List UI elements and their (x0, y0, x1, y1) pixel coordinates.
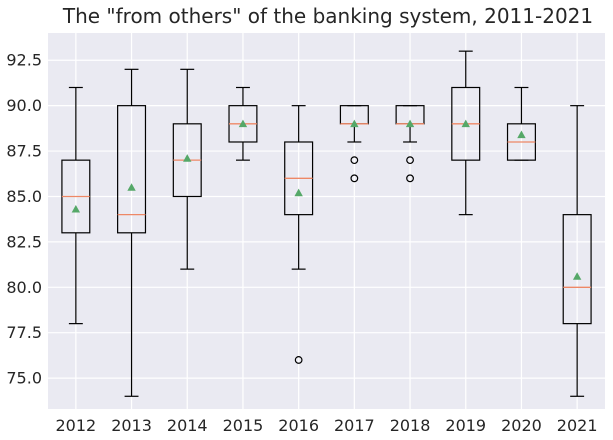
box-group-2016 (284, 105, 314, 364)
y-tick-label: 75.0 (6, 369, 42, 388)
y-tick-label: 87.5 (6, 142, 42, 161)
x-axis-ticks: 2012 2013 2014 2015 2016 2017 2018 2019 2020 2021 (55, 416, 597, 435)
y-tick-label: 85.0 (6, 187, 42, 206)
boxes-layer (61, 50, 592, 397)
mean-marker (517, 130, 526, 139)
box-group-2014 (172, 68, 202, 270)
box-group-2012 (61, 86, 91, 325)
y-tick-label: 90.0 (6, 96, 42, 115)
outlier-point (294, 356, 303, 364)
chart-title: The "from others" of the banking system,… (62, 4, 593, 28)
mean-marker (294, 188, 303, 197)
x-tick-label: 2012 (55, 416, 96, 435)
mean-marker (350, 119, 359, 128)
x-tick-label: 2014 (167, 416, 208, 435)
box-group-2020 (506, 86, 536, 161)
x-tick-label: 2021 (557, 416, 598, 435)
y-axis-ticks: 75.0 77.5 80.0 82.5 85.0 87.5 90.0 92.5 (6, 51, 42, 388)
iqr-box (562, 214, 592, 325)
x-tick-label: 2013 (111, 416, 152, 435)
box-group-2019 (451, 50, 481, 216)
box-group-2015 (228, 86, 258, 161)
outlier-point (350, 156, 359, 165)
x-tick-label: 2019 (445, 416, 486, 435)
plot-area (48, 33, 605, 409)
y-tick-label: 80.0 (6, 278, 42, 297)
mean-marker (183, 154, 192, 162)
y-tick-label: 77.5 (6, 323, 42, 342)
box-group-2017 (339, 105, 369, 183)
mean-marker (238, 119, 248, 128)
box-group-2013 (117, 68, 147, 397)
box-group-2018 (395, 105, 425, 183)
x-tick-label: 2016 (278, 416, 319, 435)
x-tick-label: 2018 (390, 416, 431, 435)
outlier-point (406, 156, 414, 165)
y-tick-label: 92.5 (6, 51, 42, 70)
mean-marker (405, 119, 415, 128)
x-tick-label: 2020 (501, 416, 542, 435)
iqr-box (117, 105, 147, 234)
outlier-point (406, 174, 414, 183)
mean-marker (127, 183, 136, 191)
outlier-point (350, 174, 359, 183)
x-tick-label: 2017 (334, 416, 375, 435)
x-tick-label: 2015 (223, 416, 264, 435)
y-tick-label: 82.5 (6, 232, 42, 251)
mean-marker (572, 272, 582, 280)
mean-marker (71, 204, 81, 213)
box-group-2021 (562, 105, 592, 397)
mean-marker (461, 119, 470, 128)
